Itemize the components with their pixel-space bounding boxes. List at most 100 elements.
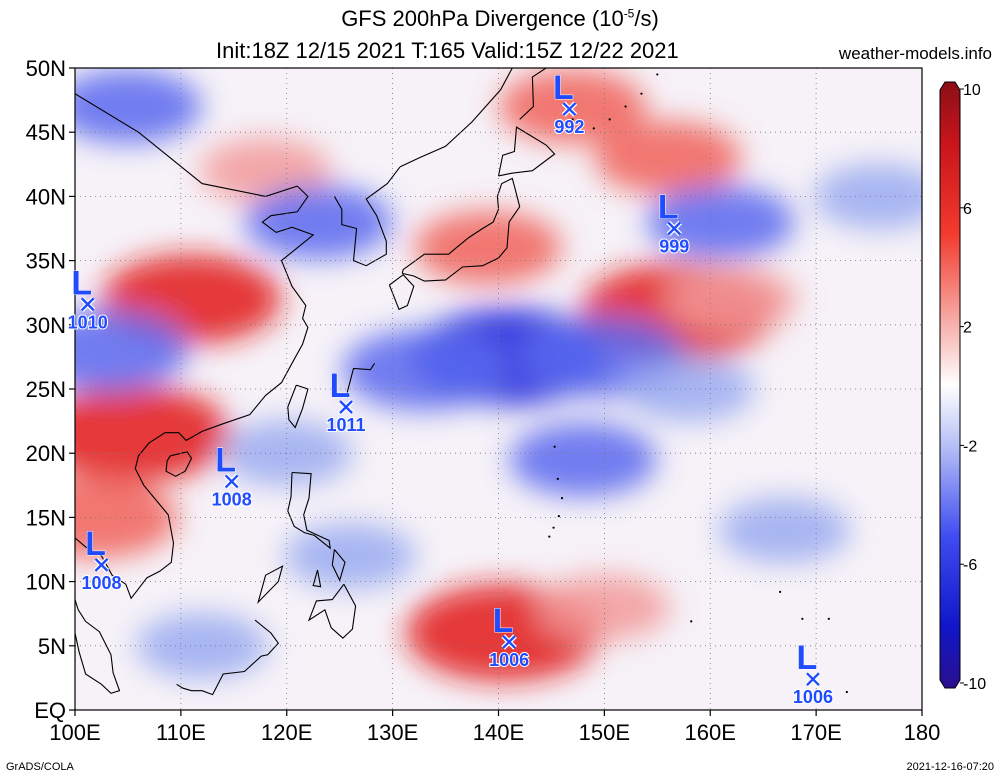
coastline [257, 565, 284, 605]
low-pressure-center: L 1010 [67, 264, 109, 334]
island-dot [592, 127, 595, 130]
coastline [176, 619, 280, 696]
low-letter: L [553, 69, 574, 107]
low-pressure-value: 1006 [793, 687, 833, 707]
low-letter: L [797, 639, 818, 677]
low-x-icon [94, 558, 109, 572]
low-pressure-center: L 1006 [792, 639, 834, 709]
colorbar-label: 6 [963, 201, 972, 218]
colorbar-label: -10 [963, 676, 986, 693]
low-letter: L [493, 602, 514, 640]
lat-tick-label: 30N [26, 313, 66, 338]
divergence-feature [538, 574, 670, 641]
lon-tick-label: 100E [49, 720, 100, 745]
divergence-feature [75, 69, 202, 144]
divergence-feature [718, 497, 850, 564]
low-letter: L [71, 264, 92, 302]
island-dot [779, 590, 782, 593]
coastline [346, 362, 376, 394]
lon-tick-label: 150E [579, 720, 630, 745]
island-dot [640, 92, 643, 95]
coastline [287, 384, 309, 429]
divergence-feature [136, 613, 268, 679]
low-pressure-value: 1006 [489, 650, 529, 670]
low-x-icon [502, 635, 516, 649]
island-dot [608, 118, 611, 121]
low-pressure-center: L 1008 [211, 441, 253, 511]
low-x-icon [224, 474, 239, 489]
chart-title: GFS 200hPa Divergence (10-5/s) [341, 6, 659, 31]
lat-tick-label: 45N [26, 120, 66, 145]
low-x-icon [339, 400, 353, 414]
low-x-icon [80, 297, 95, 312]
island-dot [552, 526, 555, 529]
divergence-feature [594, 121, 742, 195]
lat-tick-label: 5N [38, 634, 66, 659]
colorbar-label: 2 [963, 320, 972, 337]
island-dot [656, 73, 659, 76]
divergence-feature [647, 185, 795, 259]
lon-tick-label: 130E [367, 720, 418, 745]
island-dot [560, 497, 564, 500]
low-pressure-value: 1010 [68, 312, 108, 332]
lon-tick-label: 110E [156, 720, 206, 745]
coastline [287, 471, 331, 550]
chart-subtitle: Init:18Z 12/15 2021 T:165 Valid:15Z 12/2… [216, 38, 679, 63]
footer-credit: GrADS/COLA [6, 761, 74, 773]
low-x-icon [562, 102, 577, 116]
divergence-feature [665, 266, 798, 332]
coastline [399, 68, 513, 168]
island-dot [557, 515, 560, 518]
coastline [388, 273, 415, 311]
lat-tick-label: 10N [26, 570, 66, 595]
divergence-feature [342, 328, 506, 411]
low-x-icon [667, 221, 682, 236]
lon-tick-label: 140E [473, 720, 524, 745]
low-pressure-center: L 1008 [80, 524, 122, 594]
low-pressure-center: L 1006 [488, 601, 530, 671]
lon-tick-label: 120E [261, 720, 312, 745]
longitude-axis: 100E 110E 120E 130E 140E 150E 160E 170E 180 [49, 710, 940, 745]
lat-tick-label: 25N [26, 377, 66, 402]
coastline [331, 549, 346, 582]
divergence-feature [623, 356, 755, 422]
divergence-feature [414, 210, 562, 285]
coastline [165, 451, 193, 477]
coastline [312, 569, 322, 588]
lat-tick-label: EQ [34, 698, 66, 723]
divergence-feature [509, 422, 657, 497]
low-pressure-value: 999 [659, 237, 689, 257]
colorbar-label: -6 [963, 557, 977, 574]
low-pressure-center: L 999 [657, 188, 690, 258]
low-x-icon [806, 672, 820, 687]
island-dot [553, 445, 556, 448]
colorbar-label: 10 [963, 82, 981, 99]
divergence-feature [814, 163, 922, 230]
low-letter: L [85, 525, 106, 563]
lon-tick-label: 180 [904, 720, 941, 745]
lat-tick-label: 35N [26, 249, 66, 274]
island-dot [548, 535, 551, 538]
island-dot [845, 690, 848, 694]
low-letter: L [658, 189, 679, 227]
divergence-feature [75, 309, 189, 392]
coastline [333, 166, 401, 267]
island-dot [624, 105, 627, 108]
low-pressure-center: L 992 [553, 69, 586, 139]
colorbar-label: -2 [963, 438, 977, 455]
grid-lines [75, 68, 922, 710]
island-dot [571, 118, 574, 121]
coastlines [75, 68, 848, 696]
low-letter: L [215, 441, 236, 479]
coastline [497, 126, 556, 177]
footer-timestamp: 2021-12-16-07:20 [906, 761, 994, 773]
lon-tick-label: 160E [685, 720, 736, 745]
site-credit: weather-models.info [838, 44, 992, 63]
divergence-feature [75, 476, 178, 559]
low-letter: L [330, 367, 351, 405]
low-pressure-centers: L 992 L 999 L 1010 L 1011 L 1008 L 1008 L 1006 L 1006 [67, 69, 834, 709]
latitude-axis: EQ 5N 10N 15N 20N 25N 30N 35N 40N 45N 50N [26, 56, 75, 723]
low-pressure-value: 1008 [212, 489, 252, 509]
island-dot [556, 477, 559, 480]
colorbar-scale [939, 81, 961, 689]
